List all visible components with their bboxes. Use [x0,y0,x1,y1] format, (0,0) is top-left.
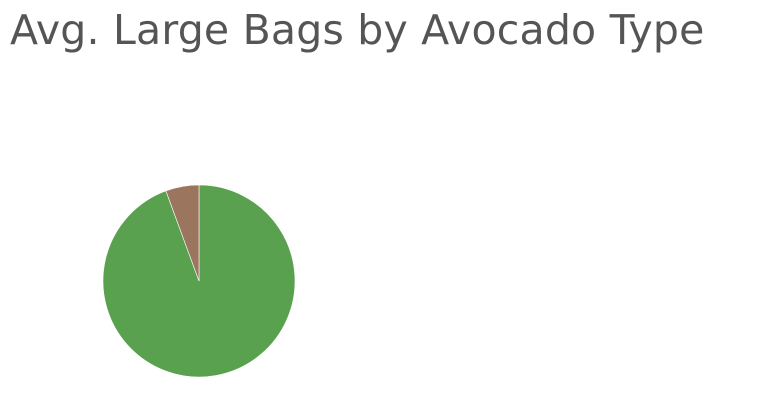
pie-slice-organic[interactable] [165,184,200,282]
chart-title: Avg. Large Bags by Avocado Type [10,6,705,54]
pie-slices [102,184,296,378]
